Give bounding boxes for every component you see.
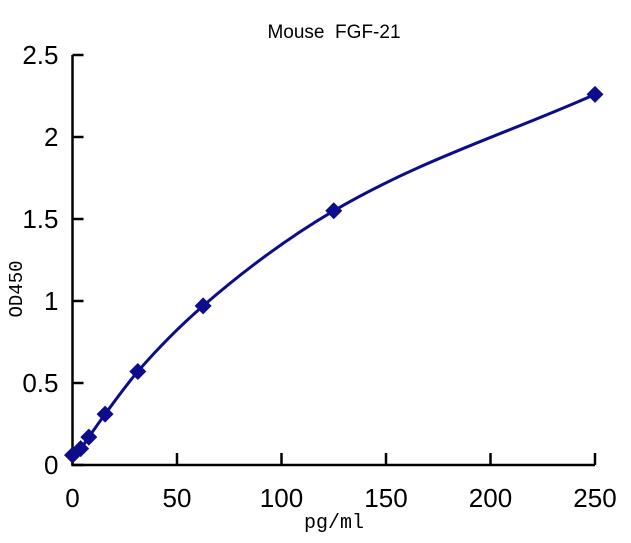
- data-point-marker: [325, 202, 343, 220]
- y-tick-label: 1: [44, 286, 58, 316]
- curve-line: [71, 92, 597, 457]
- x-tick-label: 100: [260, 483, 303, 513]
- data-point-marker: [586, 85, 604, 103]
- data-point-marker: [80, 428, 98, 446]
- chart-title: Mouse FGF-21: [267, 22, 401, 43]
- y-tick-label: 2: [44, 122, 58, 152]
- x-tick-label: 150: [364, 483, 407, 513]
- x-tick-label: 50: [163, 483, 192, 513]
- y-tick-label: 0.5: [22, 368, 58, 398]
- x-tick-label: 250: [573, 483, 616, 513]
- y-tick-label: 0: [44, 450, 58, 480]
- data-point-marker: [194, 297, 212, 315]
- x-tick-label: 200: [469, 483, 512, 513]
- y-tick-label: 2.5: [22, 40, 58, 70]
- x-axis-label: pg/ml: [303, 512, 364, 535]
- x-tick-label: 0: [65, 483, 79, 513]
- axis-spines: [71, 55, 595, 467]
- data-point-marker: [129, 363, 147, 381]
- data-point-marker: [96, 405, 114, 423]
- data-point-marker: [72, 440, 90, 458]
- y-tick-label: 1.5: [22, 204, 58, 234]
